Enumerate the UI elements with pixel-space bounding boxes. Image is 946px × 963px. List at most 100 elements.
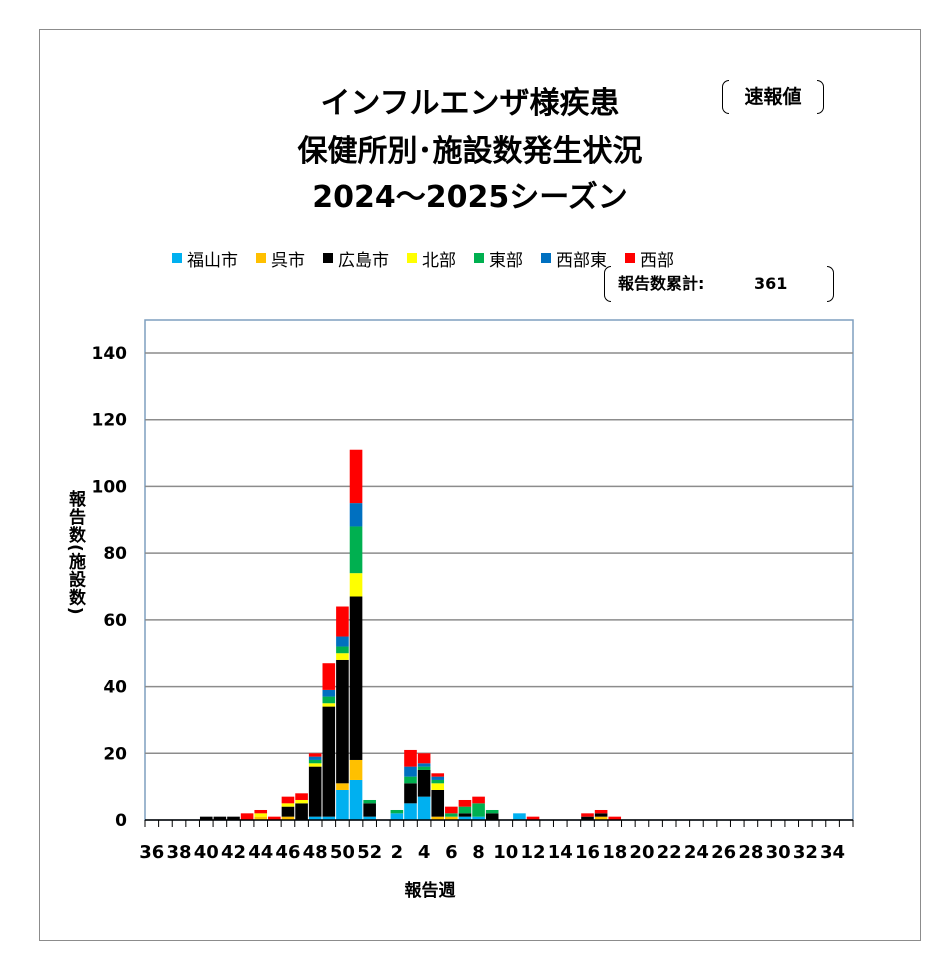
x-tick-label: 14 <box>548 842 573 863</box>
x-axis-label: 報告週 <box>404 881 456 901</box>
legend-item: 福山市 <box>172 246 238 271</box>
legend-item: 西部東 <box>541 246 607 271</box>
bar-segment <box>336 789 349 820</box>
bar-segment <box>472 816 485 820</box>
bar-segment <box>404 766 417 777</box>
bar-segment <box>322 706 336 817</box>
x-tick-label: 24 <box>684 842 709 863</box>
legend-label: 呉市 <box>271 250 305 271</box>
bar-segment <box>485 813 499 820</box>
x-tick-label: 42 <box>221 842 246 863</box>
legend-swatch <box>172 253 182 263</box>
bar-segment <box>363 816 376 820</box>
bar-segment <box>581 816 594 820</box>
bar-segment <box>281 803 295 807</box>
bar-segment <box>417 763 431 767</box>
cumulative-total-label: 報告数累計: <box>618 274 705 293</box>
bar-segment <box>445 816 458 820</box>
bar-segment <box>581 813 594 817</box>
bar-segment <box>472 796 485 804</box>
legend-swatch <box>323 253 333 263</box>
y-tick-label: 20 <box>103 744 127 764</box>
bar-segment <box>417 766 431 770</box>
bar-segment <box>390 809 404 814</box>
x-tick-label: 26 <box>711 842 736 863</box>
bar-segment <box>336 653 349 660</box>
bar-segment <box>594 816 608 820</box>
bar-segment <box>458 799 472 807</box>
x-tick-label: 16 <box>575 842 600 863</box>
bar-segment <box>308 766 322 817</box>
bar-segment <box>458 806 472 814</box>
x-tick-label: 52 <box>357 842 382 863</box>
legend-item: 広島市 <box>323 246 389 271</box>
bar-segment <box>594 809 608 814</box>
bar-segment <box>431 789 445 817</box>
x-tick-label: 22 <box>657 842 682 863</box>
bar-segment <box>308 763 322 767</box>
legend-swatch <box>541 253 551 263</box>
x-tick-label: 4 <box>418 842 431 863</box>
bar-segment <box>322 696 336 704</box>
bar-segment <box>281 796 295 804</box>
y-tick-label: 60 <box>103 611 127 631</box>
bar-segment <box>594 813 608 817</box>
bar-segment <box>336 606 349 637</box>
bar-segment <box>431 776 445 780</box>
x-tick-label: 48 <box>303 842 328 863</box>
bar-segment <box>349 779 363 820</box>
bar-segment <box>322 663 336 690</box>
cumulative-total: 報告数累計: 361 <box>604 266 834 302</box>
bar-segment <box>458 816 472 820</box>
bar-segment <box>431 773 445 777</box>
cumulative-total-value: 361 <box>754 274 788 293</box>
bar-segment <box>322 689 336 697</box>
chart-title-line1: インフルエンザ様疾患 <box>320 86 620 121</box>
bar-segment <box>295 799 308 804</box>
bar-segment <box>199 816 213 820</box>
bar-segment <box>431 816 445 820</box>
legend-item: 呉市 <box>256 246 305 271</box>
left-bracket <box>722 80 729 114</box>
bar-segment <box>227 816 240 820</box>
bar-segment <box>308 759 322 764</box>
bar-segment <box>240 813 254 820</box>
bar-segment <box>390 813 404 820</box>
bar-segment <box>349 596 363 760</box>
legend-item: 西部 <box>625 246 674 271</box>
bar-segment <box>431 779 445 784</box>
bar-segment <box>308 753 322 757</box>
bar-segment <box>526 816 540 820</box>
legend-label: 広島市 <box>338 250 389 271</box>
legend-item: 北部 <box>407 246 456 271</box>
legend-label: 西部 <box>640 250 674 271</box>
plot-area <box>144 319 854 821</box>
bar-segment <box>349 759 363 780</box>
chart-title-line3: 2024～2025シーズン <box>312 180 628 215</box>
x-tick-label: 40 <box>194 842 219 863</box>
bar-segment <box>322 703 336 707</box>
x-tick-label: 36 <box>139 842 164 863</box>
x-tick-label: 34 <box>820 842 845 863</box>
bar-segment <box>336 636 349 647</box>
bar-segment <box>445 813 458 817</box>
x-tick-label: 6 <box>445 842 458 863</box>
bar-segment <box>363 799 376 804</box>
x-tick-label: 10 <box>493 842 518 863</box>
y-axis-label: 報告数(施設数) <box>65 490 85 616</box>
preliminary-badge: 速報値 <box>722 80 824 114</box>
y-tick-label: 100 <box>92 477 128 497</box>
legend-label: 福山市 <box>187 250 238 271</box>
bar-segment <box>349 503 363 527</box>
bar-segment <box>458 813 472 817</box>
chart-title-line2: 保健所別･施設数発生状況 <box>297 134 643 169</box>
left-bracket <box>604 266 611 302</box>
bar-segment <box>281 816 295 820</box>
bar-segment <box>404 776 417 784</box>
bar-segment <box>445 806 458 814</box>
bar-segment <box>254 816 268 820</box>
bar-segment <box>254 809 268 814</box>
legend-item: 東部 <box>474 246 523 271</box>
bar-segment <box>363 803 376 817</box>
